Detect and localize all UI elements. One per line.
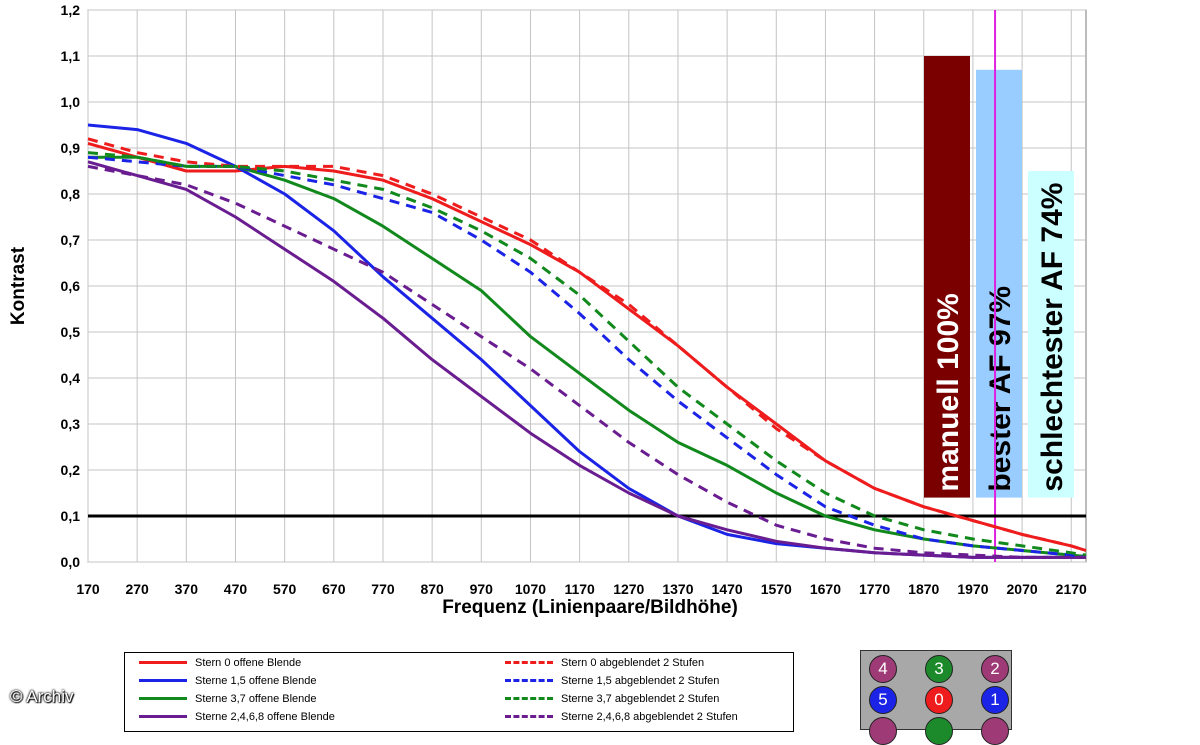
y-tick-label: 0,0 xyxy=(61,554,81,570)
star-dot xyxy=(925,717,953,745)
y-tick-label: 1,2 xyxy=(61,2,81,18)
x-tick-label: 1370 xyxy=(662,581,693,597)
bar-label: bester AF 97% xyxy=(984,286,1017,492)
x-tick-label: 1570 xyxy=(761,581,792,597)
legend-label: Stern 0 abgeblendet 2 Stufen xyxy=(561,656,705,669)
legend-swatch xyxy=(505,679,553,682)
image-credit: © Archiv xyxy=(10,687,74,706)
legend-label: Sterne 1,5 abgeblendet 2 Stufen xyxy=(561,674,720,687)
legend-swatch xyxy=(505,661,553,664)
y-tick-label: 0,8 xyxy=(61,186,81,202)
bar-rect xyxy=(976,69,1022,498)
legend: Stern 0 offene Blende Sterne 1,5 offene B… xyxy=(124,652,794,732)
legend-item: Sterne 2,4,6,8 offene Blende xyxy=(139,708,335,725)
star-dot xyxy=(981,717,1009,745)
x-tick-label: 1070 xyxy=(515,581,546,597)
y-tick-label: 0,3 xyxy=(61,416,81,432)
x-tick-label: 1870 xyxy=(908,581,939,597)
y-tick-label: 0,7 xyxy=(61,232,81,248)
legend-swatch xyxy=(139,661,187,664)
mtf-chart: manuell 100% bester AF 97% schlechtester A… xyxy=(8,2,1088,618)
legend-swatch xyxy=(505,715,553,718)
y-tick-label: 0,2 xyxy=(61,462,81,478)
bar-2: bester AF 97% xyxy=(976,69,1022,498)
series-line-7 xyxy=(87,151,1087,557)
y-tick-label: 0,1 xyxy=(61,508,81,524)
bar-3: schlechtester AF 74% xyxy=(1028,171,1074,498)
legend-item: Stern 0 abgeblendet 2 Stufen xyxy=(505,654,704,671)
star-dot: 3 xyxy=(925,655,953,683)
y-tick-label: 0,6 xyxy=(61,278,81,294)
x-axis-label: Frequenz (Linienpaare/Bildhöhe) xyxy=(442,597,738,618)
y-tick-label: 0,5 xyxy=(61,324,81,340)
series-line-5 xyxy=(87,137,1087,552)
legend-label: Sterne 2,4,6,8 abgeblendet 2 Stufen xyxy=(561,710,738,723)
series-line-8 xyxy=(87,164,1086,559)
y-tick-label: 1,0 xyxy=(61,94,81,110)
star-dot xyxy=(869,717,897,745)
star-dot: 2 xyxy=(981,655,1009,683)
series-line-4 xyxy=(87,160,1086,559)
reference-lines xyxy=(88,10,1086,562)
y-axis-label: Kontrast xyxy=(8,246,29,325)
legend-swatch xyxy=(139,715,187,718)
bar-rect xyxy=(924,56,970,498)
series-line-6 xyxy=(87,155,1087,558)
legend-item: Sterne 1,5 offene Blende xyxy=(139,672,317,689)
x-tick-label: 970 xyxy=(470,581,494,597)
star-dot: 5 xyxy=(869,686,897,714)
x-tick-label: 570 xyxy=(273,581,297,597)
star-dot: 4 xyxy=(869,655,897,683)
axis-ticks: 170 270 370 470 570 670 770 870 970 1070 1170 1270 1… xyxy=(61,2,1088,597)
legend-label: Sterne 3,7 offene Blende xyxy=(195,692,317,705)
y-tick-label: 0,9 xyxy=(61,140,81,156)
y-tick-label: 0,4 xyxy=(61,370,81,386)
bar-label: manuell 100% xyxy=(932,293,965,491)
legend-item: Stern 0 offene Blende xyxy=(139,654,301,671)
legend-item: Sterne 3,7 abgeblendet 2 Stufen xyxy=(505,690,719,707)
star-dot: 1 xyxy=(981,686,1009,714)
x-tick-label: 670 xyxy=(322,581,346,597)
series-lines xyxy=(87,123,1087,559)
legend-swatch xyxy=(139,697,187,700)
legend-swatch xyxy=(505,697,553,700)
x-tick-label: 1170 xyxy=(564,581,595,597)
legend-label: Sterne 1,5 offene Blende xyxy=(195,674,317,687)
x-tick-label: 370 xyxy=(175,581,199,597)
x-tick-label: 2070 xyxy=(1007,581,1038,597)
x-tick-label: 1770 xyxy=(859,581,890,597)
star-dot: 0 xyxy=(925,686,953,714)
x-tick-label: 1470 xyxy=(712,581,743,597)
x-tick-label: 270 xyxy=(125,581,149,597)
legend-label: Sterne 2,4,6,8 offene Blende xyxy=(195,710,335,723)
legend-swatch xyxy=(139,679,187,682)
x-tick-label: 2170 xyxy=(1056,581,1087,597)
x-tick-label: 1970 xyxy=(957,581,988,597)
y-tick-label: 1,1 xyxy=(61,48,81,64)
legend-label: Stern 0 offene Blende xyxy=(195,656,302,669)
x-tick-label: 170 xyxy=(76,581,100,597)
contrast-bars: manuell 100% bester AF 97% schlechtester A… xyxy=(924,56,1074,498)
legend-item: Sterne 1,5 abgeblendet 2 Stufen xyxy=(505,672,719,689)
legend-label: Sterne 3,7 abgeblendet 2 Stufen xyxy=(561,692,720,705)
x-tick-label: 470 xyxy=(224,581,248,597)
x-tick-label: 1270 xyxy=(613,581,644,597)
legend-item: Sterne 2,4,6,8 abgeblendet 2 Stufen xyxy=(505,708,738,725)
x-tick-label: 870 xyxy=(420,581,444,597)
bar-label: schlechtester AF 74% xyxy=(1036,183,1069,492)
bar-1: manuell 100% xyxy=(924,56,970,498)
bar-rect xyxy=(1028,171,1074,498)
legend-item: Sterne 3,7 offene Blende xyxy=(139,690,317,707)
x-tick-label: 1670 xyxy=(810,581,841,597)
x-tick-label: 770 xyxy=(371,581,395,597)
